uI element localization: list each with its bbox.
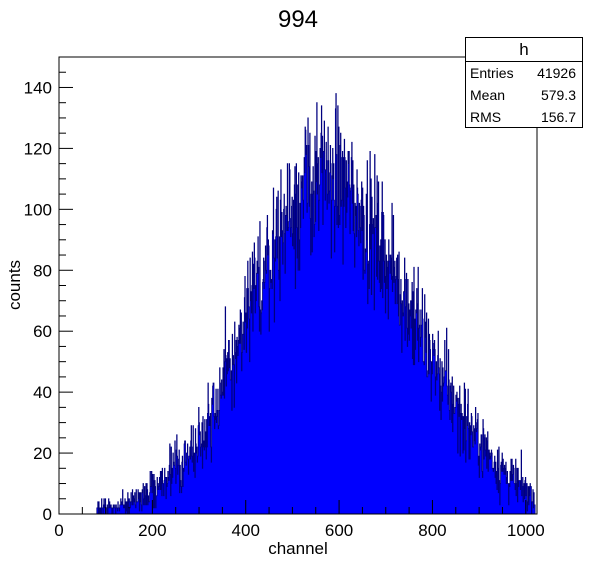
stats-row-entries: Entries 41926 [466, 62, 582, 84]
stats-entries-value: 41926 [537, 65, 576, 81]
stats-rms-label: RMS [470, 109, 502, 125]
stats-mean-value: 579.3 [540, 87, 576, 103]
stats-mean-label: Mean [470, 87, 506, 103]
stats-row-rms: RMS 156.7 [466, 106, 582, 128]
y-tick-label: 60 [33, 322, 52, 341]
y-tick-label: 0 [43, 505, 52, 524]
stats-box: h Entries 41926 Mean 579.3 RMS 156.7 [465, 37, 583, 128]
x-tick-label: 400 [232, 521, 260, 540]
stats-rms-value: 156.7 [540, 109, 576, 125]
x-axis: 0 200 400 600 800 1000 [54, 500, 545, 540]
y-axis: 0 20 40 60 80 100 120 140 [24, 56, 73, 524]
x-axis-title: channel [268, 539, 328, 558]
stats-entries-label: Entries [470, 65, 514, 81]
x-tick-label: 200 [138, 521, 166, 540]
x-tick-label: 0 [54, 521, 63, 540]
y-tick-label: 100 [24, 200, 52, 219]
stats-row-mean: Mean 579.3 [466, 84, 582, 106]
histogram-bins-outline [59, 93, 537, 515]
histogram-bars [59, 93, 537, 515]
y-tick-label: 80 [33, 261, 52, 280]
y-axis-title: counts [5, 260, 24, 310]
x-tick-label: 800 [418, 521, 446, 540]
x-tick-label: 1000 [507, 521, 545, 540]
y-tick-label: 120 [24, 139, 52, 158]
y-tick-label: 140 [24, 78, 52, 97]
stats-histogram-name: h [466, 38, 582, 62]
histogram-bins-fill [96, 93, 536, 514]
x-tick-label: 600 [325, 521, 353, 540]
y-tick-label: 20 [33, 444, 52, 463]
chart-title: 994 [277, 6, 319, 33]
y-tick-label: 40 [33, 383, 52, 402]
